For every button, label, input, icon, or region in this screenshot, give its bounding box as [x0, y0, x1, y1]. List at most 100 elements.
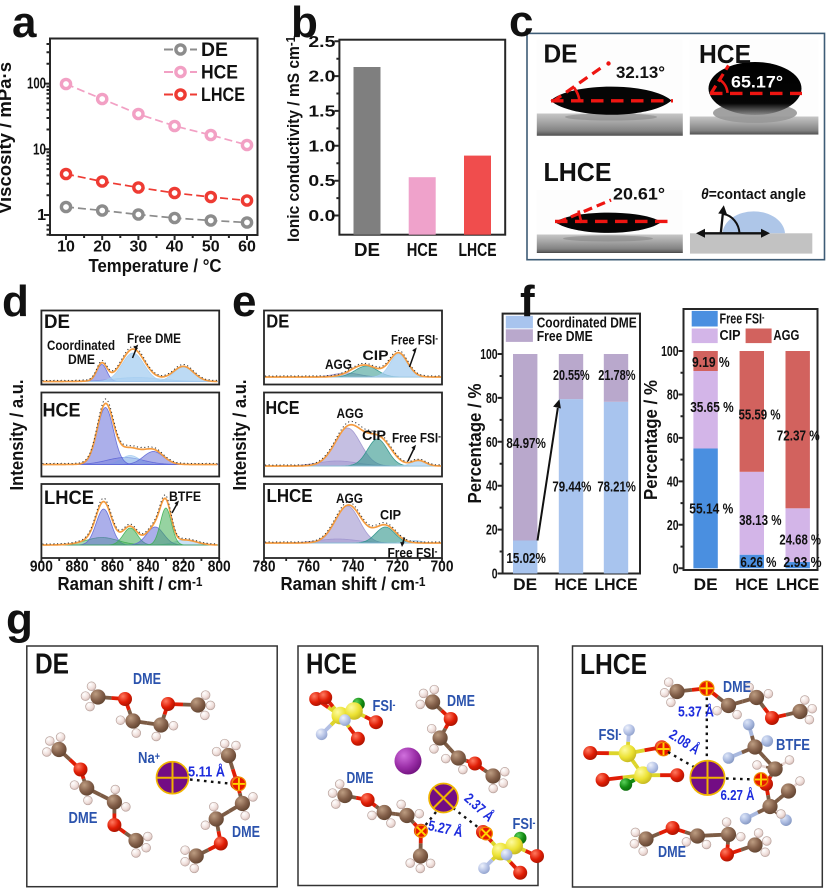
svg-text:c: c — [509, 0, 533, 46]
svg-text:700: 700 — [431, 559, 454, 576]
svg-text:0.0: 0.0 — [308, 208, 335, 225]
svg-text:Coordinated: Coordinated — [47, 338, 115, 353]
svg-text:80: 80 — [667, 388, 679, 404]
svg-text:LHCE: LHCE — [776, 575, 819, 594]
svg-text:a: a — [12, 0, 37, 47]
svg-text:CIP: CIP — [362, 428, 386, 443]
svg-text:72.37 %: 72.37 % — [777, 427, 820, 444]
svg-text:DE: DE — [44, 311, 70, 333]
svg-text:FSI-: FSI- — [373, 698, 396, 715]
svg-text:1: 1 — [37, 207, 46, 224]
svg-text:10: 10 — [33, 141, 46, 158]
svg-text:2.5: 2.5 — [308, 34, 335, 51]
svg-text:DME: DME — [69, 810, 98, 827]
svg-text:AGG: AGG — [337, 406, 364, 421]
svg-text:LHCE: LHCE — [267, 486, 313, 506]
svg-text:BTFE: BTFE — [169, 489, 201, 504]
svg-text:32.13°: 32.13° — [616, 64, 665, 82]
svg-text:860: 860 — [101, 559, 124, 576]
svg-text:840: 840 — [137, 559, 160, 576]
svg-text:LHCE: LHCE — [201, 85, 245, 106]
svg-text:79.44%: 79.44% — [552, 479, 591, 496]
svg-text:AGG: AGG — [773, 328, 799, 344]
svg-text:DME: DME — [723, 679, 751, 696]
svg-text:FSI-: FSI- — [513, 816, 536, 833]
svg-text:20.61°: 20.61° — [613, 186, 665, 204]
svg-text:820: 820 — [172, 559, 195, 576]
svg-text:HCE: HCE — [43, 400, 81, 422]
svg-text:HCE: HCE — [266, 398, 300, 418]
svg-text:Percentage / %: Percentage / % — [641, 380, 661, 500]
svg-text:DME: DME — [347, 770, 374, 787]
svg-text:6.27 Å: 6.27 Å — [721, 787, 755, 804]
svg-text:AGG: AGG — [336, 491, 363, 506]
svg-text:60: 60 — [667, 431, 679, 447]
svg-text:880: 880 — [66, 559, 89, 576]
svg-text:20: 20 — [667, 518, 679, 534]
svg-text:60: 60 — [486, 435, 498, 451]
svg-text:DME: DME — [658, 844, 686, 861]
svg-text:40: 40 — [667, 474, 679, 490]
svg-text:900: 900 — [30, 559, 53, 576]
svg-text:DME: DME — [232, 824, 260, 841]
svg-text:Intensity / a.u.: Intensity / a.u. — [7, 380, 27, 491]
svg-text:Free FSI-: Free FSI- — [391, 333, 438, 348]
svg-text:5.27 Å: 5.27 Å — [427, 817, 465, 841]
svg-text:9.19 %: 9.19 % — [692, 354, 730, 371]
svg-text:100: 100 — [661, 344, 678, 360]
svg-text:50: 50 — [202, 239, 220, 256]
svg-text:g: g — [6, 595, 33, 644]
svg-text:40: 40 — [166, 239, 184, 256]
svg-text:Na+: Na+ — [138, 750, 160, 767]
svg-text:84.97%: 84.97% — [506, 435, 546, 452]
svg-text:DME: DME — [68, 352, 95, 367]
svg-text:20: 20 — [486, 523, 498, 539]
svg-text:CIP: CIP — [363, 348, 389, 363]
svg-text:38.13 %: 38.13 % — [739, 512, 781, 529]
svg-text:5.11 Å: 5.11 Å — [188, 764, 225, 781]
svg-text:LHCE: LHCE — [580, 649, 647, 681]
svg-text:Free DME: Free DME — [127, 331, 181, 346]
svg-text:6.26 %: 6.26 % — [740, 554, 776, 571]
svg-text:DE: DE — [201, 40, 228, 61]
svg-text:Raman shift / cm-1: Raman shift / cm-1 — [281, 573, 426, 594]
svg-text:DE: DE — [544, 39, 578, 69]
svg-text:21.78%: 21.78% — [598, 367, 635, 384]
svg-text:DE: DE — [513, 575, 537, 594]
svg-text:Ionic conductivity / mS cm-1: Ionic conductivity / mS cm-1 — [284, 36, 303, 242]
svg-text:DE: DE — [694, 575, 718, 594]
svg-text:0: 0 — [673, 561, 679, 577]
svg-text:24.68 %: 24.68 % — [779, 531, 821, 548]
svg-text:720: 720 — [386, 559, 409, 576]
svg-text:15.02%: 15.02% — [506, 550, 546, 567]
svg-text:20.55%: 20.55% — [553, 367, 590, 384]
svg-text:d: d — [2, 277, 29, 326]
svg-text:55.59 %: 55.59 % — [739, 406, 781, 423]
svg-text:2.0: 2.0 — [308, 69, 335, 86]
svg-text:DME: DME — [133, 671, 161, 688]
svg-text:65.17°: 65.17° — [731, 74, 783, 92]
svg-text:BTFE: BTFE — [776, 737, 810, 754]
svg-text:55.14 %: 55.14 % — [689, 500, 733, 517]
svg-text:0.5: 0.5 — [308, 173, 335, 190]
svg-text:HCE: HCE — [306, 649, 357, 681]
svg-text:1.0: 1.0 — [308, 138, 335, 155]
svg-text:HCE: HCE — [407, 240, 438, 260]
svg-text:CIP: CIP — [380, 508, 401, 523]
svg-text:f: f — [520, 277, 535, 326]
svg-text:AGG: AGG — [325, 357, 352, 372]
svg-text:760: 760 — [297, 559, 320, 576]
svg-text:HCE: HCE — [699, 39, 751, 69]
svg-text:Free DME: Free DME — [537, 329, 593, 345]
svg-text:78.21%: 78.21% — [597, 479, 636, 496]
svg-text:HCE: HCE — [735, 575, 768, 594]
svg-text:DME: DME — [447, 693, 475, 710]
svg-text:Free FSI-: Free FSI- — [392, 431, 441, 446]
svg-text:5.37 Å: 5.37 Å — [678, 704, 714, 721]
svg-text:Raman shift / cm-1: Raman shift / cm-1 — [58, 573, 203, 594]
svg-text:40: 40 — [486, 479, 498, 495]
svg-text:Percentage / %: Percentage / % — [465, 384, 485, 504]
svg-text:Free FSI-: Free FSI- — [388, 546, 438, 561]
svg-text:HCE: HCE — [201, 63, 238, 84]
svg-text:1.5: 1.5 — [308, 103, 335, 120]
